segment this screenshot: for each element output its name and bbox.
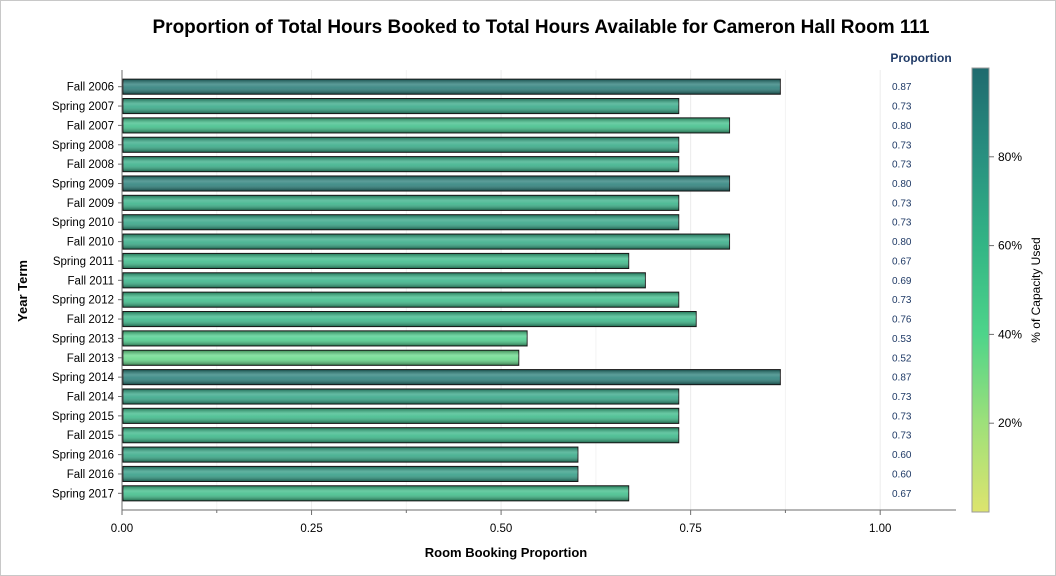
value-label: 0.60 xyxy=(892,469,912,480)
value-label: 0.67 xyxy=(892,256,912,267)
plot-area xyxy=(121,70,956,511)
value-label: 0.52 xyxy=(892,353,912,364)
colorbar: 20% 40% 60% 80% xyxy=(971,67,1022,513)
value-label: 0.80 xyxy=(892,179,912,190)
value-label: 0.76 xyxy=(892,315,912,326)
bar-shading xyxy=(123,79,781,95)
bar-shading xyxy=(123,388,679,405)
y-tick-label: Spring 2008 xyxy=(52,140,114,152)
bar-shading xyxy=(123,466,578,482)
bar-shading xyxy=(123,156,679,172)
y-tick-label: Spring 2016 xyxy=(52,450,114,462)
value-label: 0.87 xyxy=(892,82,912,93)
y-tick-label: Fall 2010 xyxy=(67,237,114,249)
bar-shading xyxy=(123,447,578,463)
bar-shading xyxy=(123,253,629,269)
value-label: 0.73 xyxy=(892,295,912,306)
y-tick-label: Fall 2011 xyxy=(68,275,114,287)
y-tick-label: Fall 2009 xyxy=(67,198,114,210)
bar-shading xyxy=(123,330,528,346)
bar-shading xyxy=(123,485,629,501)
y-tick-label: Spring 2011 xyxy=(53,256,114,268)
value-label: 0.73 xyxy=(892,198,912,209)
y-tick-label: Fall 2013 xyxy=(67,353,114,365)
y-tick-label: Fall 2016 xyxy=(67,469,114,481)
y-axis-title: Year Term xyxy=(15,260,30,322)
bar-shading xyxy=(123,195,679,211)
x-tick-label: 1.00 xyxy=(869,523,891,535)
colorbar-tick-label: 60% xyxy=(998,239,1022,253)
bar-shading xyxy=(123,234,730,250)
y-tick-label: Spring 2013 xyxy=(52,333,114,345)
y-tick-label: Fall 2008 xyxy=(67,159,114,171)
bar-shading xyxy=(123,427,679,443)
bar-shading xyxy=(123,214,679,230)
bar-shading xyxy=(123,175,730,192)
y-tick-label: Spring 2007 xyxy=(52,101,114,113)
colorbar-title: % of Capacity Used xyxy=(1029,237,1043,342)
value-label: 0.73 xyxy=(892,218,912,229)
value-label: 0.87 xyxy=(892,373,912,384)
y-tick-label: Spring 2017 xyxy=(52,488,114,500)
value-label: 0.80 xyxy=(892,237,912,248)
bar-shading xyxy=(123,408,679,424)
y-tick-label: Spring 2012 xyxy=(52,295,114,307)
bar-shading xyxy=(123,369,781,385)
x-tick-label: 0.75 xyxy=(679,523,701,535)
y-tick-label: Spring 2015 xyxy=(52,411,114,423)
y-tick-label: Fall 2007 xyxy=(67,120,114,132)
colorbar-tick-label: 40% xyxy=(998,327,1022,341)
y-tick-label: Fall 2012 xyxy=(67,314,114,326)
value-label: 0.73 xyxy=(892,411,912,422)
y-tick-label: Spring 2014 xyxy=(52,372,115,384)
bar-shading xyxy=(123,350,519,366)
y-tick-labels: Fall 2006 Spring 2007 Fall 2007 Spring 2008… xyxy=(52,82,122,500)
x-tick-label: 0.25 xyxy=(300,523,322,535)
bar-shading xyxy=(123,98,679,114)
value-label: 0.73 xyxy=(892,160,912,171)
value-label: 0.80 xyxy=(892,121,912,132)
x-axis-title: Room Booking Proportion xyxy=(425,545,588,560)
gridlines xyxy=(121,70,881,510)
value-label: 0.67 xyxy=(892,489,912,500)
y-tick-label: Spring 2009 xyxy=(52,179,114,191)
colorbar-gradient xyxy=(971,67,990,513)
chart-title: Proportion of Total Hours Booked to Tota… xyxy=(153,17,930,38)
bar-shading xyxy=(123,292,679,308)
x-tick-label: 0.00 xyxy=(111,523,133,535)
value-label: 0.73 xyxy=(892,431,912,442)
value-column-header: Proportion xyxy=(890,51,951,65)
x-tick-label: 0.50 xyxy=(490,523,512,535)
colorbar-tick-label: 80% xyxy=(998,150,1022,164)
bar-shading xyxy=(123,137,679,153)
value-label: 0.69 xyxy=(892,276,912,287)
y-tick-label: Spring 2010 xyxy=(52,217,114,229)
bar-shading xyxy=(123,311,697,327)
value-label: 0.53 xyxy=(892,334,912,345)
colorbar-tick-label: 20% xyxy=(998,416,1022,430)
y-tick-label: Fall 2014 xyxy=(67,392,115,404)
value-label: 0.73 xyxy=(892,392,912,403)
bar-shading xyxy=(123,272,646,288)
bars xyxy=(122,78,781,502)
bar-shading xyxy=(123,117,730,133)
value-labels: 0.87 0.73 0.80 0.73 0.73 0.80 0.73 0.73 0.80 0.67… xyxy=(892,82,912,500)
value-label: 0.73 xyxy=(892,140,912,151)
value-label: 0.60 xyxy=(892,450,912,461)
y-tick-label: Fall 2006 xyxy=(67,82,114,94)
x-tick-labels: 0.00 0.25 0.50 0.75 1.00 xyxy=(111,510,891,535)
y-tick-label: Fall 2015 xyxy=(67,430,114,442)
value-label: 0.73 xyxy=(892,102,912,113)
